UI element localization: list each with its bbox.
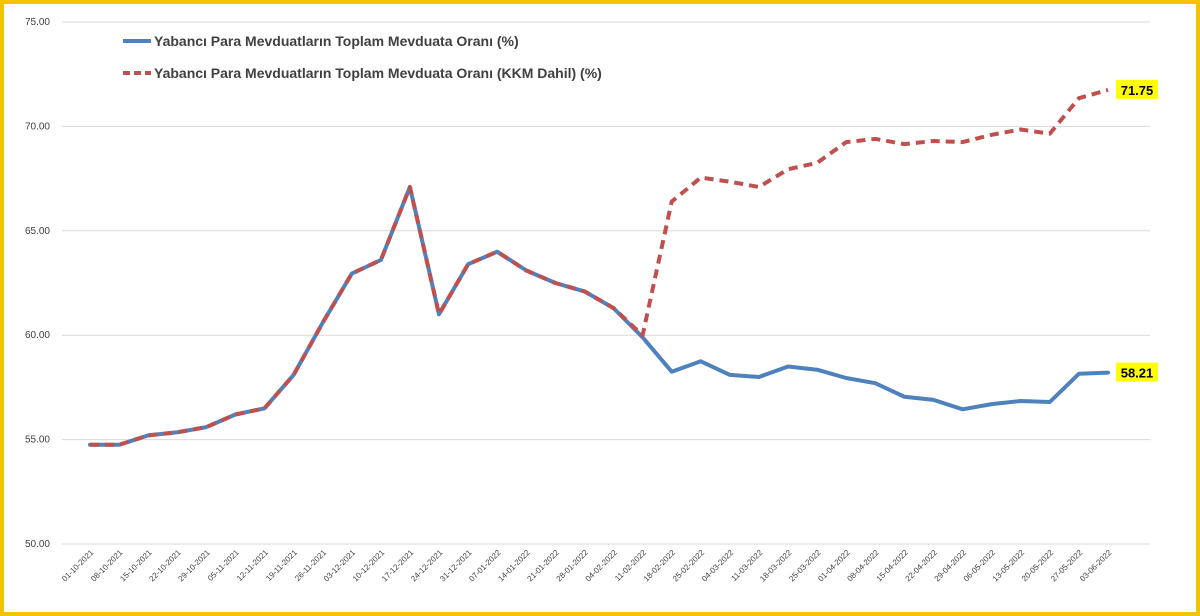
end-labels: 58.21 71.75 [1116,79,1158,382]
y-tick-label: 65.00 [25,226,50,237]
end-value-label: 58.21 [1121,366,1154,381]
series-lines [88,87,1110,447]
y-axis: 50.00 55.00 60.00 65.00 70.00 75.00 [25,17,50,550]
x-tick-label: 03-06-2022 [1078,548,1114,584]
legend-label: Yabancı Para Mevduatların Toplam Mevduat… [154,33,519,49]
end-label-background [1116,79,1158,99]
series-line [88,185,1110,447]
end-label-background [1116,362,1158,382]
x-axis: 01-10-202108-10-202115-10-202122-10-2021… [60,548,1114,584]
end-value-label: 71.75 [1121,83,1154,98]
y-tick-label: 60.00 [25,330,50,341]
series-line [90,87,1109,447]
y-tick-label: 75.00 [25,17,50,28]
legend-label: Yabancı Para Mevduatların Toplam Mevduat… [154,65,602,81]
legend: Yabancı Para Mevduatların Toplam Mevduat… [123,33,602,81]
y-tick-label: 70.00 [25,121,50,132]
y-tick-label: 55.00 [25,435,50,446]
y-tick-label: 50.00 [25,539,50,550]
gridlines [62,21,1150,545]
